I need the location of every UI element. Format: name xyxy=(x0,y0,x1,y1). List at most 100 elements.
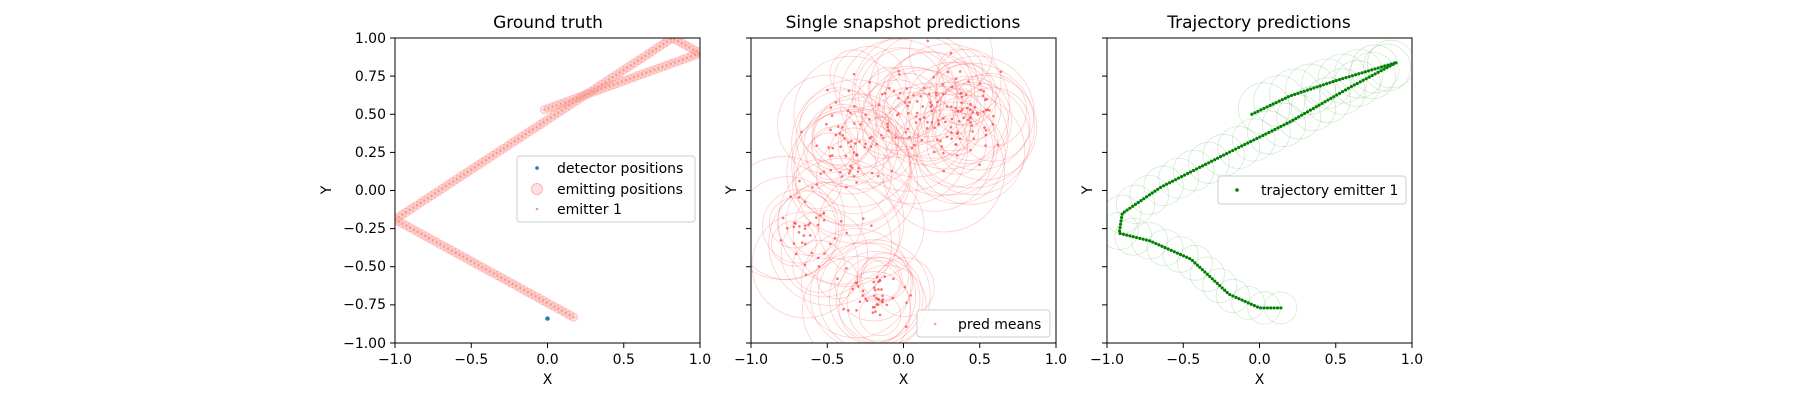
x-axis-label: X xyxy=(899,372,909,388)
x-tick-label: −1.0 xyxy=(378,352,412,368)
uncertainty-circle xyxy=(771,220,817,267)
trajectory-point xyxy=(1261,133,1265,138)
trajectory-point xyxy=(1180,175,1184,179)
emitter-point xyxy=(588,92,591,95)
pred-mean-point xyxy=(964,93,968,97)
emitter-point xyxy=(560,109,563,112)
uncertainty-circle xyxy=(777,190,843,256)
pred-mean-point xyxy=(876,174,880,178)
trajectory-point xyxy=(1250,112,1254,116)
uncertainty-circle xyxy=(955,87,1031,162)
emitter-point xyxy=(572,315,575,319)
emitter-point xyxy=(473,166,476,169)
pred-mean-point xyxy=(975,111,979,115)
trajectory-point xyxy=(1175,251,1179,255)
pred-mean-point xyxy=(954,77,958,81)
pred-mean-point xyxy=(921,105,924,108)
uncertainty-circle xyxy=(811,126,855,170)
pred-mean-point xyxy=(841,133,845,137)
trajectory-point xyxy=(1231,294,1235,298)
legend-label: emitter 1 xyxy=(557,202,622,218)
uncertainty-circle xyxy=(777,157,905,285)
pred-mean-point xyxy=(985,97,989,101)
emitter-point xyxy=(547,107,550,110)
pred-mean-point xyxy=(875,303,878,306)
x-tick-label: −1.0 xyxy=(734,352,768,368)
x-tick-label: −0.5 xyxy=(454,352,488,368)
uncertainty-circle xyxy=(840,109,899,168)
y-axis: Y xyxy=(724,37,751,344)
emitter-point xyxy=(446,247,450,250)
pred-mean-point xyxy=(829,106,833,109)
trajectory-point xyxy=(1188,257,1192,261)
uncertainty-circle xyxy=(835,256,921,342)
pred-mean-point xyxy=(941,83,945,86)
panel-ground-truth: Ground truth −1.0 −0.5 0.0 0.5 1.0 X xyxy=(319,13,711,388)
emitter-point xyxy=(564,106,567,110)
emitter-point xyxy=(684,44,687,47)
uncertainty-circle xyxy=(806,132,854,180)
trajectory-point xyxy=(1343,88,1348,92)
emitter-point xyxy=(618,71,621,74)
emitter-point xyxy=(530,293,533,296)
legend-marker-pred-means xyxy=(933,322,937,326)
pred-mean-point xyxy=(792,242,796,245)
x-tick-label: 0.0 xyxy=(536,352,558,368)
pred-mean-point xyxy=(819,213,822,217)
plot-area xyxy=(751,38,1038,343)
emitter-point xyxy=(560,309,564,312)
pred-mean-point xyxy=(878,278,882,282)
uncertainty-circle xyxy=(780,209,869,298)
uncertainty-circle xyxy=(816,138,892,215)
trajectory-point xyxy=(1323,100,1327,104)
trajectory-point xyxy=(1340,90,1345,94)
pred-mean-point xyxy=(942,151,945,155)
trajectory-point xyxy=(1243,299,1247,304)
pred-mean-point xyxy=(881,294,884,298)
pred-mean-point xyxy=(779,239,783,242)
pred-mean-point xyxy=(912,93,915,97)
emitter-point xyxy=(641,73,644,76)
trajectory-point xyxy=(1249,302,1253,306)
emitter-point xyxy=(632,76,636,79)
trajectory-point xyxy=(1385,65,1389,70)
trajectory-point xyxy=(1273,127,1277,132)
trajectory-point xyxy=(1198,165,1202,169)
emitter-point xyxy=(685,56,689,60)
pred-mean-point xyxy=(942,169,945,173)
trajectory-point xyxy=(1325,82,1329,86)
pred-mean-point xyxy=(871,311,875,314)
uncertainty-circle xyxy=(939,78,1002,141)
emitter-point xyxy=(517,137,520,140)
pred-mean-point xyxy=(937,119,940,122)
uncertainty-circle xyxy=(858,47,958,148)
pred-mean-point xyxy=(840,175,844,178)
emitter-point xyxy=(608,84,611,88)
pred-mean-point xyxy=(984,144,987,147)
trajectory-point xyxy=(1279,124,1283,129)
uncertainty-circle xyxy=(885,51,972,138)
emitter-point xyxy=(510,142,513,145)
trajectory-point xyxy=(1154,241,1158,246)
pred-mean-point xyxy=(941,92,945,96)
pred-mean-point xyxy=(870,224,873,227)
trajectory-point xyxy=(1280,98,1284,102)
pred-mean-point xyxy=(807,223,810,227)
emitter-point xyxy=(477,163,480,166)
emitter-point xyxy=(401,222,404,225)
emitter-point xyxy=(458,253,461,256)
uncertainty-circle xyxy=(860,252,909,301)
emitter-point xyxy=(491,154,495,157)
emitter-point xyxy=(469,259,472,263)
uncertainty-circle xyxy=(834,242,914,322)
uncertainty-circle xyxy=(1237,82,1291,135)
pred-mean-point xyxy=(797,231,801,234)
trajectory-point xyxy=(1150,191,1154,195)
trajectory-point xyxy=(1264,132,1268,136)
pred-mean-point xyxy=(958,70,962,73)
emitter-point xyxy=(538,297,541,300)
y-tick-label: −0.25 xyxy=(343,221,386,237)
emitter-point xyxy=(669,62,672,65)
emitter-point xyxy=(677,59,680,63)
